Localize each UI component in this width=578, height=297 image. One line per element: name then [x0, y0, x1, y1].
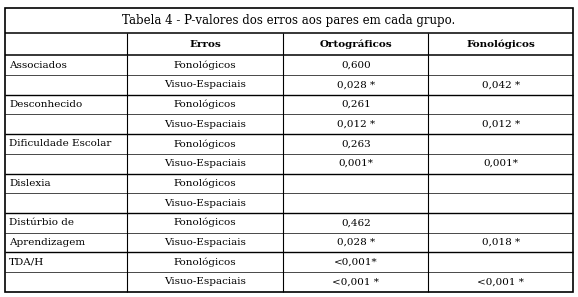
Text: Associados: Associados — [9, 61, 67, 70]
Text: Fonológicos: Fonológicos — [466, 40, 535, 49]
Text: 0,001*: 0,001* — [338, 159, 373, 168]
Text: Aprendizagem: Aprendizagem — [9, 238, 86, 247]
Text: 0,028 *: 0,028 * — [337, 238, 375, 247]
Text: Ortográficos: Ortográficos — [320, 40, 392, 49]
Text: 0,462: 0,462 — [341, 218, 370, 227]
Text: Fonológicos: Fonológicos — [174, 257, 236, 267]
Text: Tabela 4 - P-valores dos erros aos pares em cada grupo.: Tabela 4 - P-valores dos erros aos pares… — [123, 14, 455, 27]
Text: 0,042 *: 0,042 * — [482, 80, 520, 89]
Text: Fonológicos: Fonológicos — [174, 218, 236, 228]
Text: Fonológicos: Fonológicos — [174, 178, 236, 188]
Text: 0,263: 0,263 — [341, 140, 370, 148]
Text: 0,012 *: 0,012 * — [482, 120, 520, 129]
Text: Distúrbio de: Distúrbio de — [9, 218, 74, 227]
Text: 0,600: 0,600 — [341, 61, 370, 70]
Text: 0,028 *: 0,028 * — [337, 80, 375, 89]
Text: Erros: Erros — [189, 40, 221, 49]
Text: Dislexia: Dislexia — [9, 179, 51, 188]
Text: Visuo-Espaciais: Visuo-Espaciais — [164, 277, 246, 286]
Text: <0,001*: <0,001* — [334, 257, 377, 267]
Text: 0,018 *: 0,018 * — [482, 238, 520, 247]
Text: Dificuldade Escolar: Dificuldade Escolar — [9, 140, 112, 148]
Text: 0,012 *: 0,012 * — [337, 120, 375, 129]
Text: TDA/H: TDA/H — [9, 257, 45, 267]
Text: <0,001 *: <0,001 * — [477, 277, 524, 286]
Text: Visuo-Espaciais: Visuo-Espaciais — [164, 238, 246, 247]
Text: 0,261: 0,261 — [341, 100, 370, 109]
Text: 0,001*: 0,001* — [483, 159, 518, 168]
Text: Desconhecido: Desconhecido — [9, 100, 83, 109]
Text: Fonológicos: Fonológicos — [174, 100, 236, 109]
Text: Fonológicos: Fonológicos — [174, 139, 236, 149]
Text: Visuo-Espaciais: Visuo-Espaciais — [164, 120, 246, 129]
Text: Visuo-Espaciais: Visuo-Espaciais — [164, 80, 246, 89]
Text: Fonológicos: Fonológicos — [174, 61, 236, 70]
Text: Visuo-Espaciais: Visuo-Espaciais — [164, 159, 246, 168]
Text: Visuo-Espaciais: Visuo-Espaciais — [164, 198, 246, 208]
Text: <0,001 *: <0,001 * — [332, 277, 379, 286]
